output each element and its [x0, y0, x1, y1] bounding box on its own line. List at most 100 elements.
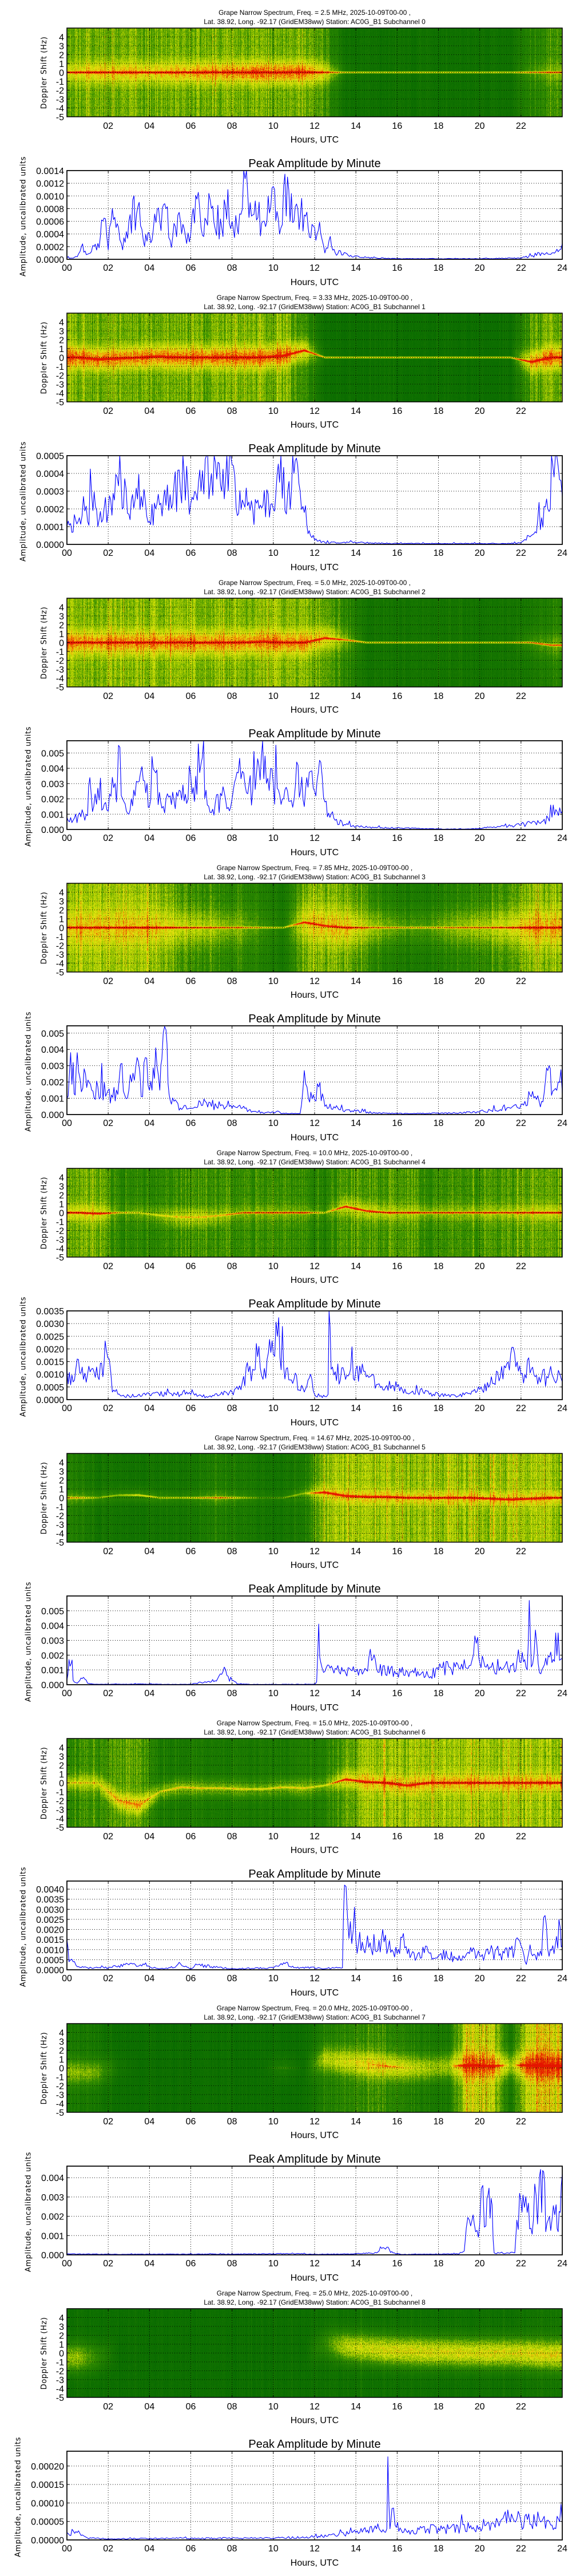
x-tick-label: 12: [309, 1404, 320, 1413]
x-tick-label: 12: [309, 833, 320, 843]
x-tick-label: 06: [186, 1119, 196, 1128]
plot-frame: [66, 740, 563, 830]
y-tick-label: -4: [56, 2385, 64, 2395]
x-tick-label: 22: [516, 1119, 526, 1128]
spectrogram-title-line-1: Grape Narrow Spectrum, Freq. = 3.33 MHz,…: [217, 294, 413, 302]
x-tick-label: 10: [268, 1404, 279, 1413]
plot-frame: [66, 1025, 563, 1115]
y-tick-label: 0.005: [41, 749, 64, 758]
y-tick-label: 0.0000: [36, 540, 64, 550]
x-tick-label: 12: [309, 977, 320, 986]
y-tick-label: -5: [56, 1823, 64, 1833]
x-tick-label: 18: [434, 2259, 444, 2269]
x-tick-label: 22: [516, 1832, 526, 1842]
y-tick-label: 0.0000: [36, 1966, 64, 1976]
x-tick-label: 00: [62, 1974, 72, 1984]
y-tick-label: 2: [59, 1761, 64, 1771]
x-axis-label: Hours, UTC: [291, 2131, 339, 2140]
y-tick-label: 0.001: [41, 2231, 64, 2241]
x-tick-label: 20: [475, 1832, 485, 1842]
panel-7: Grape Narrow Spectrum, Freq. = 20.0 MHz,…: [25, 2004, 568, 2283]
x-tick-label: 16: [392, 692, 402, 701]
x-tick-label: 24: [557, 1404, 567, 1413]
x-axis-label: Hours, UTC: [291, 2558, 339, 2568]
x-tick-label: 04: [144, 977, 154, 986]
y-tick-label: 0.0014: [36, 167, 64, 176]
x-tick-label: 04: [144, 406, 154, 416]
y-tick-label: 0.002: [41, 795, 64, 805]
amplitude-series-line: [66, 740, 563, 830]
y-tick-label: 0.00015: [31, 2480, 64, 2490]
x-tick-label: 12: [309, 692, 320, 701]
x-tick-label: 06: [186, 2259, 196, 2269]
y-tick-label: 3: [59, 1467, 64, 1477]
x-tick-label: 10: [268, 2259, 279, 2269]
y-tick-label: 0.000: [41, 1681, 64, 1690]
spectrogram-title-line-2: Lat. 38.92, Long. -92.17 (GridEM38ww) St…: [204, 2013, 426, 2021]
x-tick-label: 20: [475, 2259, 485, 2269]
y-tick-label: 0.0005: [36, 452, 64, 461]
y-tick-label: -1: [56, 1218, 64, 1227]
x-tick-label: 14: [351, 2259, 361, 2269]
x-tick-label: 06: [186, 263, 196, 273]
x-tick-label: 04: [144, 1547, 154, 1556]
x-tick-label: 06: [186, 2117, 196, 2127]
y-tick-label: -2: [56, 1797, 64, 1807]
y-tick-label: -4: [56, 1815, 64, 1824]
x-tick-label: 02: [103, 977, 113, 986]
y-tick-label: -2: [56, 657, 64, 666]
x-tick-label: 20: [475, 692, 485, 701]
y-tick-label: 0.003: [41, 1062, 64, 1072]
x-tick-label: 16: [392, 977, 402, 986]
x-tick-label: 06: [186, 1974, 196, 1984]
amplitude-title: Peak Amplitude by Minute: [248, 442, 380, 455]
amplitude-series-line: [66, 455, 563, 544]
x-tick-label: 02: [103, 1404, 113, 1413]
x-tick-label: 14: [351, 1404, 361, 1413]
y-tick-label: 0.0005: [36, 1955, 64, 1965]
panel-6: Grape Narrow Spectrum, Freq. = 15.0 MHz,…: [19, 1719, 567, 1998]
x-tick-label: 20: [475, 1262, 485, 1271]
y-tick-label: 0.004: [41, 1622, 64, 1631]
x-tick-label: 04: [144, 2544, 154, 2554]
x-tick-label: 18: [434, 2402, 444, 2412]
y-tick-label: -1: [56, 647, 64, 657]
x-tick-label: 16: [392, 263, 402, 273]
y-tick-label: -4: [56, 2100, 64, 2109]
y-tick-label: 3: [59, 2322, 64, 2332]
y-tick-label: -5: [56, 1253, 64, 1263]
y-axis-label: Amplitude, uncalibrated units: [25, 726, 33, 847]
panel-0: Grape Narrow Spectrum, Freq. = 2.5 MHz, …: [19, 9, 567, 287]
y-tick-label: 1: [59, 630, 64, 639]
x-axis-label: Hours, UTC: [291, 1418, 339, 1428]
x-tick-label: 04: [144, 2259, 154, 2269]
x-tick-label: 24: [557, 2544, 567, 2554]
y-tick-label: 0.0025: [36, 1915, 64, 1925]
x-tick-label: 02: [103, 1832, 113, 1842]
plot-frame: [66, 2451, 563, 2541]
y-tick-label: -3: [56, 95, 64, 105]
x-tick-label: 22: [516, 548, 526, 558]
x-tick-label: 14: [351, 121, 361, 131]
y-tick-label: 0.00005: [31, 2518, 64, 2527]
y-tick-label: 0.0005: [36, 1383, 64, 1393]
y-tick-label: 1: [59, 915, 64, 924]
amplitude-title: Peak Amplitude by Minute: [248, 2153, 380, 2166]
y-tick-label: 0.0002: [36, 243, 64, 252]
x-tick-label: 16: [392, 548, 402, 558]
y-axis-label: Amplitude, uncalibrated units: [19, 156, 28, 276]
x-tick-label: 16: [392, 833, 402, 843]
x-tick-label: 16: [392, 1119, 402, 1128]
x-tick-label: 06: [186, 2402, 196, 2412]
y-tick-label: 0.005: [41, 1029, 64, 1039]
x-tick-label: 14: [351, 2117, 361, 2127]
y-tick-label: -1: [56, 2358, 64, 2368]
y-tick-label: 0.0035: [36, 1895, 64, 1905]
y-tick-label: -1: [56, 933, 64, 942]
x-tick-label: 20: [475, 2402, 485, 2412]
y-tick-label: 4: [59, 888, 64, 898]
y-tick-label: 3: [59, 42, 64, 52]
y-tick-label: 4: [59, 2029, 64, 2038]
x-tick-label: 22: [516, 2402, 526, 2412]
